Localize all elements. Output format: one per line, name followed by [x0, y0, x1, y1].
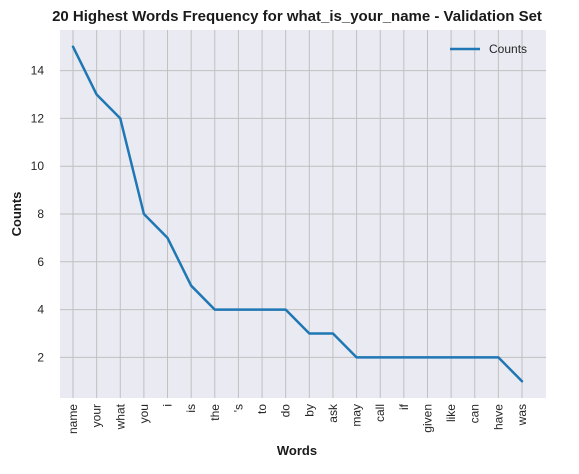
x-tick-label: the: [208, 404, 222, 421]
x-axis-label: Words: [277, 443, 317, 458]
y-tick-label: 10: [31, 159, 45, 173]
x-tick-label: is: [184, 404, 198, 413]
x-tick-label: given: [420, 404, 434, 433]
x-tick-label: do: [279, 404, 293, 418]
x-tick-label: i: [161, 404, 175, 407]
series-lines: [71, 45, 524, 383]
chart-title: 20 Highest Words Frequency for what_is_y…: [52, 8, 542, 25]
y-tick-label: 12: [31, 111, 45, 125]
x-tick-label: have: [491, 404, 505, 430]
y-tick-label: 2: [37, 350, 44, 364]
series-line-counts: [71, 45, 524, 383]
y-tick-label: 14: [31, 64, 45, 78]
x-axis-ticks: name your what you i is the 's to do by ask may call i…: [66, 403, 529, 434]
x-tick-label: name: [66, 404, 80, 434]
x-tick-label: 's: [231, 404, 245, 412]
x-tick-label: you: [137, 404, 151, 423]
x-tick-label: ask: [326, 403, 340, 423]
y-tick-label: 8: [37, 207, 44, 221]
legend-label-counts: Counts: [489, 42, 527, 56]
y-axis-label: Counts: [9, 192, 24, 237]
y-tick-label: 6: [37, 255, 44, 269]
y-axis-ticks: 2 4 6 8 10 12 14: [31, 64, 45, 365]
x-tick-label: like: [444, 404, 458, 422]
x-tick-label: to: [255, 404, 269, 414]
x-tick-label: was: [515, 404, 529, 426]
x-tick-label: call: [373, 404, 387, 422]
x-tick-label: your: [90, 404, 104, 427]
x-tick-label: what: [113, 403, 127, 430]
x-tick-label: can: [468, 404, 482, 423]
legend: Counts: [450, 42, 527, 56]
x-tick-label: may: [350, 404, 364, 427]
grid-lines: [60, 30, 546, 398]
y-tick-label: 4: [37, 303, 44, 317]
x-tick-label: if: [397, 403, 411, 410]
x-tick-label: by: [302, 404, 316, 417]
